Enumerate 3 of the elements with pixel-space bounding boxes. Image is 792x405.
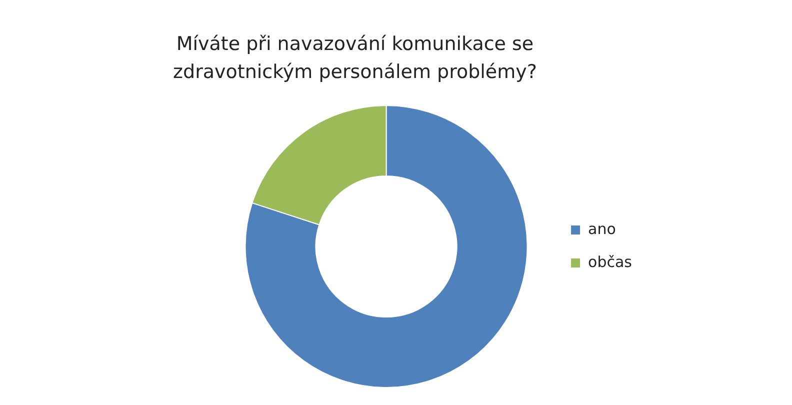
legend-label: občas: [588, 252, 632, 271]
legend-label: ano: [588, 220, 616, 238]
chart-title: Míváte při navazování komunikace se zdravotnickým personálem problémy?: [172, 32, 538, 85]
